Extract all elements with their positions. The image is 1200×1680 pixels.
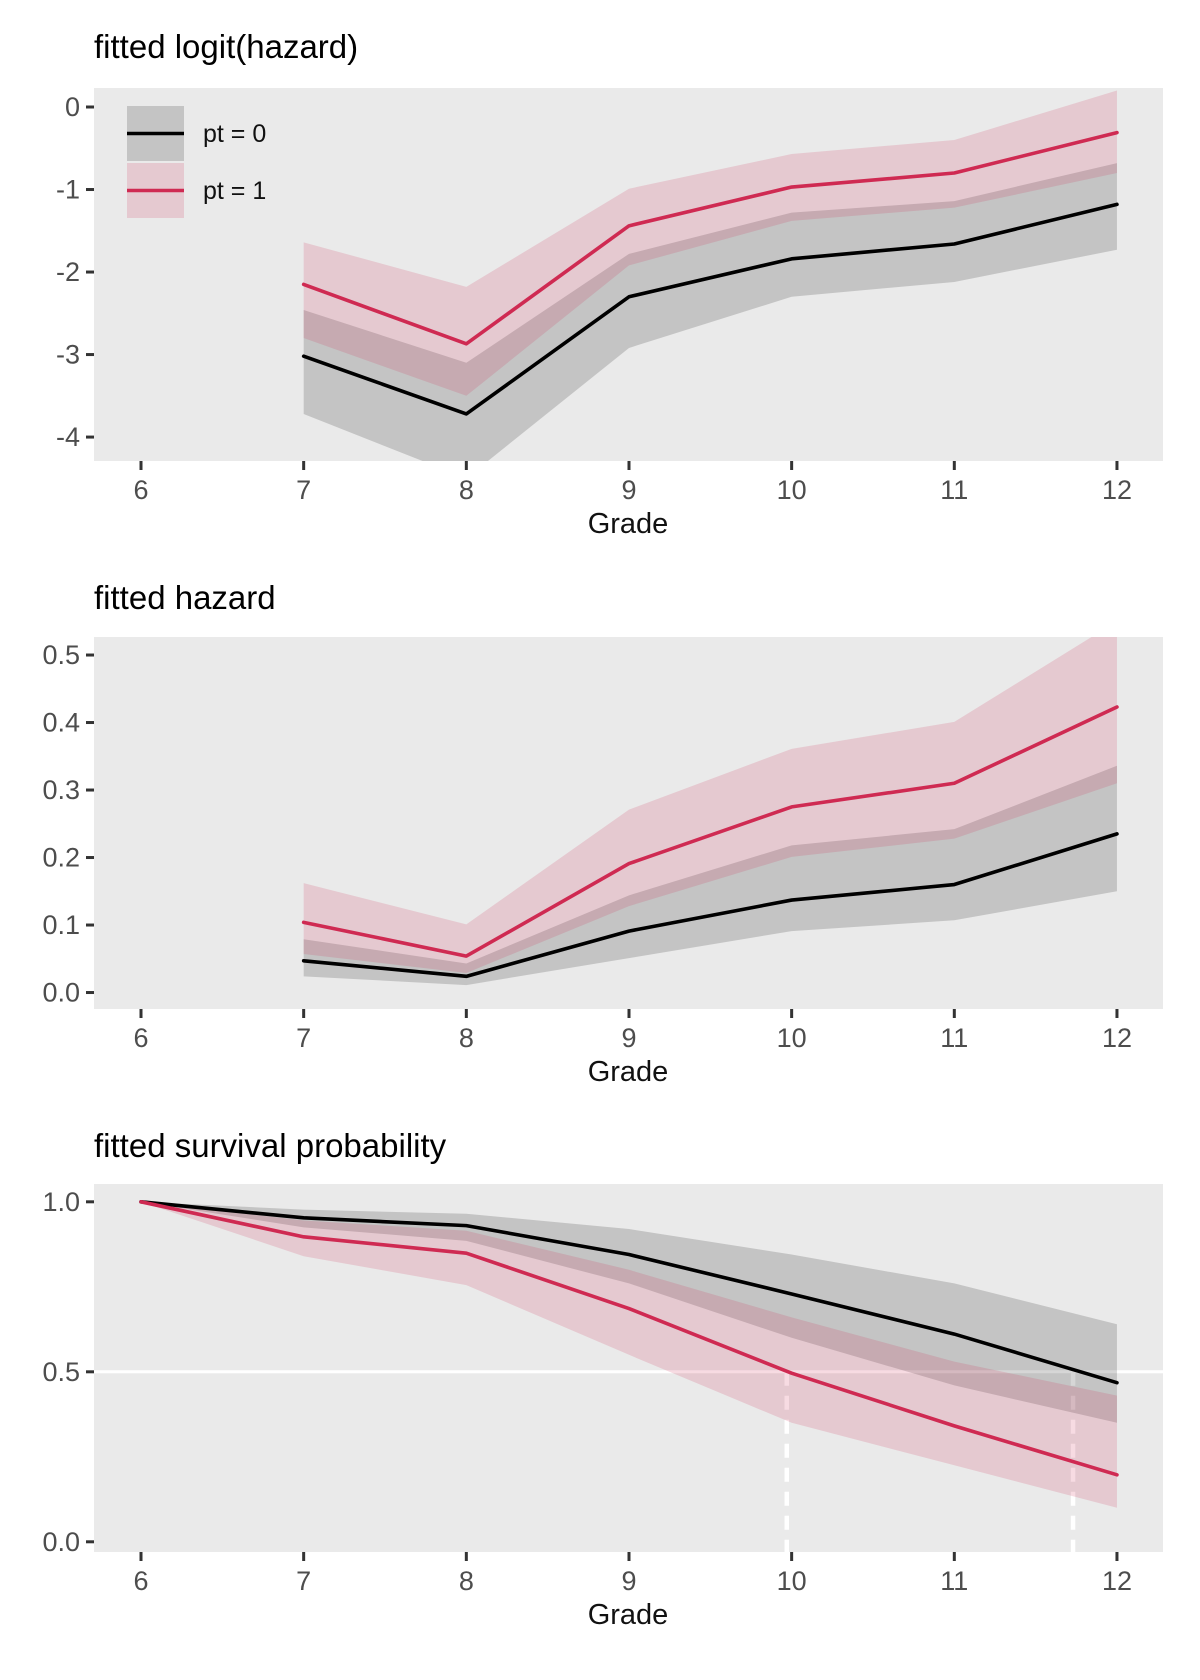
fitted-line-red [139, 1200, 1119, 1477]
x-axis-title: Grade [588, 508, 669, 540]
fitted-line-black [139, 1200, 1119, 1385]
x-tick-label: 10 [777, 1023, 807, 1053]
x-tick-label: 7 [296, 1023, 311, 1053]
x-tick-label: 9 [621, 1023, 636, 1053]
x-tick-label: 8 [459, 1566, 474, 1596]
x-tick-label: 6 [133, 1023, 148, 1053]
chart-title: fitted survival probability [94, 1127, 447, 1164]
x-tick-label: 9 [621, 1566, 636, 1596]
panel-background [94, 637, 1163, 1009]
y-tick-label: -1 [56, 175, 80, 205]
confidence-band-black [141, 1201, 1117, 1423]
y-tick-label: 1.0 [42, 1187, 80, 1217]
y-tick-label: 0.0 [42, 1527, 80, 1557]
x-tick-label: 11 [940, 1566, 968, 1596]
x-tick-label: 6 [133, 475, 148, 505]
plot-area [301, 637, 1119, 986]
x-tick-label: 7 [296, 1566, 311, 1596]
x-tick-label: 8 [459, 475, 474, 505]
x-tick-label: 12 [1102, 1566, 1132, 1596]
confidence-band-black [303, 765, 1117, 986]
y-tick-label: 0.5 [42, 640, 80, 670]
y-tick-label: 0.2 [42, 843, 80, 873]
x-tick-label: 6 [133, 1566, 148, 1596]
y-tick-label: 0.0 [42, 978, 80, 1008]
legend: pt = 0 pt = 1 [127, 106, 266, 218]
x-axis-title: Grade [588, 1056, 669, 1088]
panel-background [94, 88, 1163, 461]
chart-survival-probability: 6 7 8 9 10 11 12 1.0 0.5 0.0 fitted survival prob… [42, 1127, 1163, 1631]
y-tick-label: 0.1 [42, 910, 80, 940]
y-tick-label: -3 [56, 340, 80, 370]
chart-hazard: 6 7 8 9 10 11 12 0.5 0.4 0.3 0.2 0.1 0.0 fitted haza… [42, 579, 1163, 1088]
x-tick-label: 7 [296, 475, 311, 505]
chart-title: fitted logit(hazard) [94, 28, 358, 65]
y-tick-label: 0.3 [42, 775, 80, 805]
x-tick-label: 10 [777, 475, 807, 505]
panel-background [94, 1184, 1163, 1552]
y-tick-label: 0 [65, 92, 80, 122]
fitted-line-red [301, 705, 1119, 958]
x-tick-label: 12 [1102, 475, 1132, 505]
x-tick-label: 11 [940, 475, 968, 505]
y-tick-label: -4 [56, 422, 80, 452]
legend-label-pt1: pt = 1 [203, 177, 266, 205]
confidence-band-red [141, 1201, 1117, 1508]
confidence-band-red [303, 637, 1117, 973]
chart-logit-hazard: 6 7 8 9 10 11 12 0 -1 -2 -3 -4 fitted logit(hazard)… [56, 28, 1163, 540]
chart-hazard-layer: 6 7 8 9 10 11 12 0.5 0.4 0.3 0.2 0.1 0.0 [42, 637, 1163, 1053]
legend-label-pt0: pt = 0 [203, 120, 266, 148]
y-tick-label: -2 [56, 257, 80, 287]
fitted-line-black [301, 832, 1119, 979]
x-axis-title: Grade [588, 1599, 669, 1631]
chart-title: fitted hazard [94, 579, 276, 616]
x-tick-label: 11 [940, 1023, 968, 1053]
confidence-band-red [303, 90, 1117, 396]
y-tick-label: 0.5 [42, 1357, 80, 1387]
plot-area [94, 1200, 1163, 1552]
chart-survival-probability-layer: 6 7 8 9 10 11 12 1.0 0.5 0.0 [42, 1184, 1163, 1596]
x-tick-label: 12 [1102, 1023, 1132, 1053]
fitted-line-black [301, 202, 1119, 416]
x-tick-label: 10 [777, 1566, 807, 1596]
x-tick-label: 8 [459, 1023, 474, 1053]
chart-logit-hazard-layer: 6 7 8 9 10 11 12 0 -1 -2 -3 -4 [56, 88, 1163, 505]
y-tick-label: 0.4 [42, 708, 80, 738]
x-tick-label: 9 [621, 475, 636, 505]
plot-area [301, 90, 1119, 461]
fitted-line-red [301, 130, 1119, 346]
